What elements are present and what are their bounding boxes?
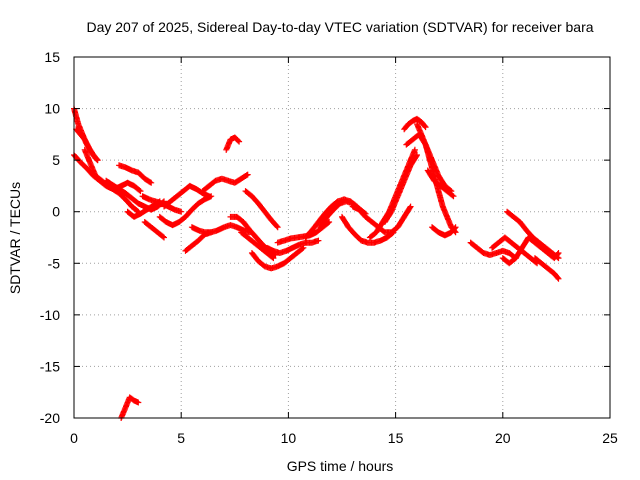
data-point-markers bbox=[156, 193, 215, 229]
y-tick-label: -15 bbox=[40, 358, 60, 374]
data-point-markers bbox=[118, 394, 142, 421]
series-track-6 bbox=[116, 162, 155, 186]
series-track-2 bbox=[73, 126, 101, 164]
data-point-markers bbox=[531, 255, 562, 282]
data-point-markers bbox=[238, 229, 277, 262]
series-track-16 bbox=[223, 134, 243, 153]
data-point-markers bbox=[141, 219, 167, 241]
series-track-31 bbox=[414, 121, 459, 236]
series-track-38 bbox=[531, 255, 562, 282]
series-track-33 bbox=[429, 224, 459, 239]
series-track-11 bbox=[156, 193, 215, 229]
x-tick-label: 0 bbox=[70, 430, 78, 446]
series-track-21 bbox=[263, 237, 322, 256]
series-track-12 bbox=[161, 182, 213, 210]
y-tick-label: 15 bbox=[44, 49, 60, 65]
series-track-18 bbox=[238, 229, 277, 262]
data-point-markers bbox=[339, 213, 397, 246]
data-point-markers bbox=[401, 115, 429, 133]
series-track-25 bbox=[339, 213, 397, 246]
series-track-15 bbox=[199, 171, 251, 195]
y-tick-labels: -20 -15 -10 -5 0 5 10 15 bbox=[40, 49, 60, 426]
series-track-20 bbox=[248, 244, 307, 272]
data-point-markers bbox=[504, 208, 562, 262]
data-point-markers bbox=[223, 134, 243, 153]
series-track-37 bbox=[504, 208, 562, 262]
data-point-markers bbox=[116, 162, 155, 186]
data-point-markers bbox=[499, 234, 562, 267]
series-track-34 bbox=[467, 239, 519, 262]
data-point-markers bbox=[263, 237, 322, 256]
series-track-29 bbox=[401, 115, 429, 133]
y-tick-label: -10 bbox=[40, 307, 60, 323]
data-point-markers bbox=[242, 188, 281, 231]
chart-title: Day 207 of 2025, Sidereal Day-to-day VTE… bbox=[86, 19, 593, 35]
y-tick-label: -5 bbox=[48, 255, 61, 271]
data-point-markers bbox=[188, 222, 253, 236]
data-point-markers bbox=[414, 121, 459, 236]
series-track-19 bbox=[242, 188, 281, 231]
data-point-markers bbox=[161, 182, 213, 210]
series-track-10 bbox=[141, 219, 167, 241]
series-track-14 bbox=[188, 222, 253, 236]
data-point-markers bbox=[73, 126, 101, 164]
x-axis-label: GPS time / hours bbox=[287, 458, 394, 474]
x-tick-label: 25 bbox=[602, 430, 618, 446]
grid-lines bbox=[74, 57, 610, 418]
data-marks bbox=[71, 105, 562, 421]
data-point-markers bbox=[248, 244, 307, 272]
x-tick-label: 20 bbox=[495, 430, 511, 446]
x-tick-label: 15 bbox=[388, 430, 404, 446]
series-track-7 bbox=[118, 394, 142, 421]
data-point-markers bbox=[381, 152, 420, 226]
x-tick-labels: 0 5 10 15 20 25 bbox=[70, 430, 618, 446]
data-point-markers bbox=[199, 171, 251, 195]
data-point-markers bbox=[424, 167, 457, 200]
series-track-36 bbox=[499, 234, 562, 267]
x-tick-label: 10 bbox=[281, 430, 297, 446]
x-tick-label: 5 bbox=[177, 430, 185, 446]
data-point-markers bbox=[429, 224, 459, 239]
y-tick-label: 0 bbox=[52, 204, 60, 220]
y-axis-label: SDTVAR / TECUs bbox=[7, 182, 23, 294]
y-tick-label: 10 bbox=[44, 101, 60, 117]
data-point-markers bbox=[467, 239, 519, 262]
y-tick-label: 5 bbox=[52, 152, 60, 168]
series-track-32 bbox=[424, 167, 457, 200]
plot-frame bbox=[73, 56, 611, 419]
axis-ticks bbox=[73, 56, 611, 419]
y-tick-label: -20 bbox=[40, 410, 60, 426]
series-track-28 bbox=[381, 152, 420, 226]
